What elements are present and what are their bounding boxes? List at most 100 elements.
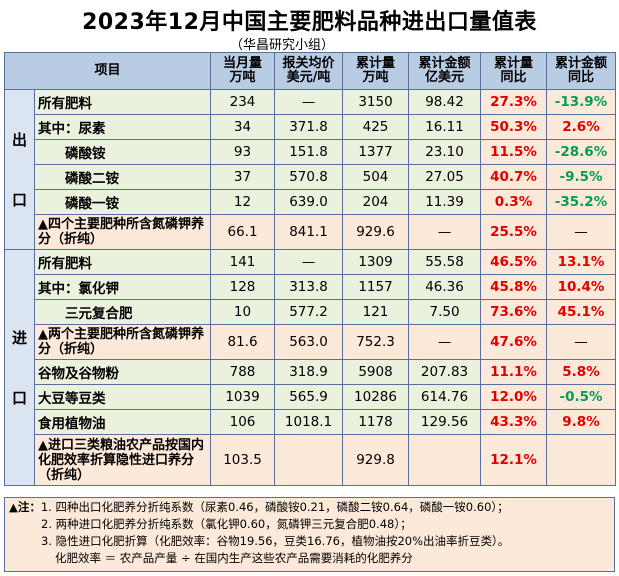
header-row: 项目 当月量 万吨 报关均价 美元/吨 累计量 万吨 累计金额 亿美元 累计量 同比 累计… bbox=[3, 52, 617, 90]
page-subtitle: （华昌研究小组） bbox=[230, 38, 335, 53]
import-row: 其中：氯化钾 128 313.8 1157 46.36 45.8% 10.4% bbox=[5, 274, 617, 300]
note-line-4: 化肥效率 ＝ 农产品产量 ÷ 在国内生产这些农产品需要消耗的化肥养分 bbox=[55, 551, 413, 565]
cell-monthly-volume: 37 bbox=[210, 164, 276, 190]
cell-volume-yoy: 46.5% bbox=[480, 249, 548, 275]
export-row: 磷酸铵 93 151.8 1377 23.10 11.5% -28.6% bbox=[5, 139, 617, 165]
cell-cumulative-value: 207.83 bbox=[408, 359, 482, 385]
cell-cumulative-value: 614.76 bbox=[408, 384, 482, 410]
cell-avg-price: 318.9 bbox=[274, 359, 344, 385]
cell-avg-price: 639.0 bbox=[274, 189, 344, 215]
cell-monthly-volume: 141 bbox=[210, 249, 276, 275]
cell-volume-yoy: 45.8% bbox=[480, 274, 548, 300]
cell-monthly-volume: 93 bbox=[210, 139, 276, 165]
cell-cumulative-volume: 425 bbox=[342, 114, 410, 140]
row-label: 磷酸一铵 bbox=[33, 189, 212, 215]
import-row: 食用植物油 106 1018.1 1178 129.56 43.3% 9.8% bbox=[5, 409, 617, 435]
cell-cumulative-value: 23.10 bbox=[408, 139, 482, 165]
cell-value-yoy: — bbox=[546, 214, 617, 250]
export-row: 磷酸二铵 37 570.8 504 27.05 40.7% -9.5% bbox=[5, 164, 617, 190]
note-line-1: 1. 四种出口化肥养分折纯系数（尿素0.46，磷酸铵0.21，磷酸二铵0.64，… bbox=[40, 500, 509, 514]
export-row: 磷酸一铵 12 639.0 204 11.39 0.3% -35.2% bbox=[5, 189, 617, 215]
cell-monthly-volume: 788 bbox=[210, 359, 276, 385]
cell-monthly-volume: 128 bbox=[210, 274, 276, 300]
cell-cumulative-volume: 504 bbox=[342, 164, 410, 190]
cell-monthly-volume: 66.1 bbox=[210, 214, 276, 250]
cell-value-yoy: -9.5% bbox=[546, 164, 617, 190]
row-label: 磷酸二铵 bbox=[33, 164, 212, 190]
cell-value-yoy: 9.8% bbox=[546, 409, 617, 435]
cell-monthly-volume: 234 bbox=[210, 89, 276, 115]
note-line-2: 2. 两种进口化肥养分折纯系数（氯化钾0.60，氮磷钾三元复合肥0.48）； bbox=[41, 517, 412, 531]
export-section-label: 出 口 bbox=[4, 89, 35, 250]
cell-cumulative-value: 55.58 bbox=[408, 249, 482, 275]
row-label: ▲四个主要肥种所含氮磷钾养分（折纯） bbox=[33, 214, 212, 250]
cell-monthly-volume: 12 bbox=[210, 189, 276, 215]
cell-volume-yoy: 40.7% bbox=[480, 164, 548, 190]
cell-cumulative-value: 46.36 bbox=[408, 274, 482, 300]
cell-value-yoy: -0.5% bbox=[546, 384, 617, 410]
footnotes: ▲注：1. 四种出口化肥养分折纯系数（尿素0.46，磷酸铵0.21，磷酸二铵0.… bbox=[4, 497, 615, 572]
header-cumulative-volume: 累计量 万吨 bbox=[342, 52, 410, 90]
cell-monthly-volume: 1039 bbox=[210, 384, 276, 410]
cell-cumulative-volume: 121 bbox=[342, 299, 410, 325]
cell-avg-price: 371.8 bbox=[274, 114, 344, 140]
row-label: 所有肥料 bbox=[33, 249, 212, 275]
cell-avg-price: 570.8 bbox=[274, 164, 344, 190]
cell-monthly-volume: 106 bbox=[210, 409, 276, 435]
page-title: 2023年12月中国主要肥料品种进出口量值表 bbox=[82, 10, 537, 35]
cell-cumulative-volume: 1178 bbox=[342, 409, 410, 435]
cell-value-yoy: 2.6% bbox=[546, 114, 617, 140]
cell-cumulative-volume: 3150 bbox=[342, 89, 410, 115]
cell-value-yoy: -35.2% bbox=[546, 189, 617, 215]
cell-cumulative-value: 16.11 bbox=[408, 114, 482, 140]
cell-avg-price: — bbox=[274, 89, 344, 115]
cell-value-yoy: 45.1% bbox=[546, 299, 617, 325]
cell-volume-yoy: 0.3% bbox=[480, 189, 548, 215]
cell-cumulative-value: 129.56 bbox=[408, 409, 482, 435]
row-label: 三元复合肥 bbox=[33, 299, 212, 325]
cell-avg-price: — bbox=[274, 249, 344, 275]
cell-value-yoy: -13.9% bbox=[546, 89, 617, 115]
cell-cumulative-volume: 1157 bbox=[342, 274, 410, 300]
cell-avg-price: 565.9 bbox=[274, 384, 344, 410]
row-label: 谷物及谷物粉 bbox=[33, 359, 212, 385]
import-row: 大豆等豆类 1039 565.9 10286 614.76 12.0% -0.5% bbox=[5, 384, 617, 410]
row-label: ▲进口三类粮油农产品按国内化肥效率折算隐性进口养分（折纯） bbox=[33, 434, 212, 486]
cell-value-yoy: 10.4% bbox=[546, 274, 617, 300]
header-avg-price: 报关均价 美元/吨 bbox=[274, 52, 344, 90]
cell-monthly-volume: 34 bbox=[210, 114, 276, 140]
cell-volume-yoy: 27.3% bbox=[480, 89, 548, 115]
row-label: 其中：氯化钾 bbox=[33, 274, 212, 300]
cell-volume-yoy: 11.1% bbox=[480, 359, 548, 385]
cell-cumulative-volume: 752.3 bbox=[342, 324, 410, 360]
row-label: ▲两个主要肥种所含氮磷钾养分（折纯） bbox=[33, 324, 212, 360]
cell-volume-yoy: 73.6% bbox=[480, 299, 548, 325]
import-section-label: 进 口 bbox=[4, 249, 35, 486]
cell-volume-yoy: 47.6% bbox=[480, 324, 548, 360]
cell-value-yoy bbox=[546, 434, 617, 486]
cell-volume-yoy: 11.5% bbox=[480, 139, 548, 165]
cell-volume-yoy: 12.1% bbox=[480, 434, 548, 486]
cell-cumulative-value: — bbox=[408, 214, 482, 250]
cell-cumulative-volume: 204 bbox=[342, 189, 410, 215]
cell-monthly-volume: 103.5 bbox=[210, 434, 276, 486]
fertilizer-trade-table: 项目 当月量 万吨 报关均价 美元/吨 累计量 万吨 累计金额 亿美元 累计量 同比 累计… bbox=[3, 52, 617, 486]
row-label: 其中：尿素 bbox=[33, 114, 212, 140]
export-row: 其中：尿素 34 371.8 425 16.11 50.3% 2.6% bbox=[5, 114, 617, 140]
row-label: 磷酸铵 bbox=[33, 139, 212, 165]
cell-cumulative-value: 98.42 bbox=[408, 89, 482, 115]
cell-cumulative-value: 27.05 bbox=[408, 164, 482, 190]
row-label: 大豆等豆类 bbox=[33, 384, 212, 410]
cell-cumulative-volume: 929.8 bbox=[342, 434, 410, 486]
cell-value-yoy: 13.1% bbox=[546, 249, 617, 275]
cell-avg-price bbox=[274, 434, 344, 486]
note-line-3: 3. 隐性进口化肥折算（化肥效率：谷物19.56，豆类16.76，植物油按20%… bbox=[41, 534, 510, 548]
cell-cumulative-volume: 5908 bbox=[342, 359, 410, 385]
cell-monthly-volume: 81.6 bbox=[210, 324, 276, 360]
header-value-yoy: 累计金额 同比 bbox=[546, 52, 617, 90]
cell-cumulative-value: 7.50 bbox=[408, 299, 482, 325]
cell-avg-price: 313.8 bbox=[274, 274, 344, 300]
cell-cumulative-value: 11.39 bbox=[408, 189, 482, 215]
cell-avg-price: 1018.1 bbox=[274, 409, 344, 435]
cell-cumulative-volume: 929.6 bbox=[342, 214, 410, 250]
